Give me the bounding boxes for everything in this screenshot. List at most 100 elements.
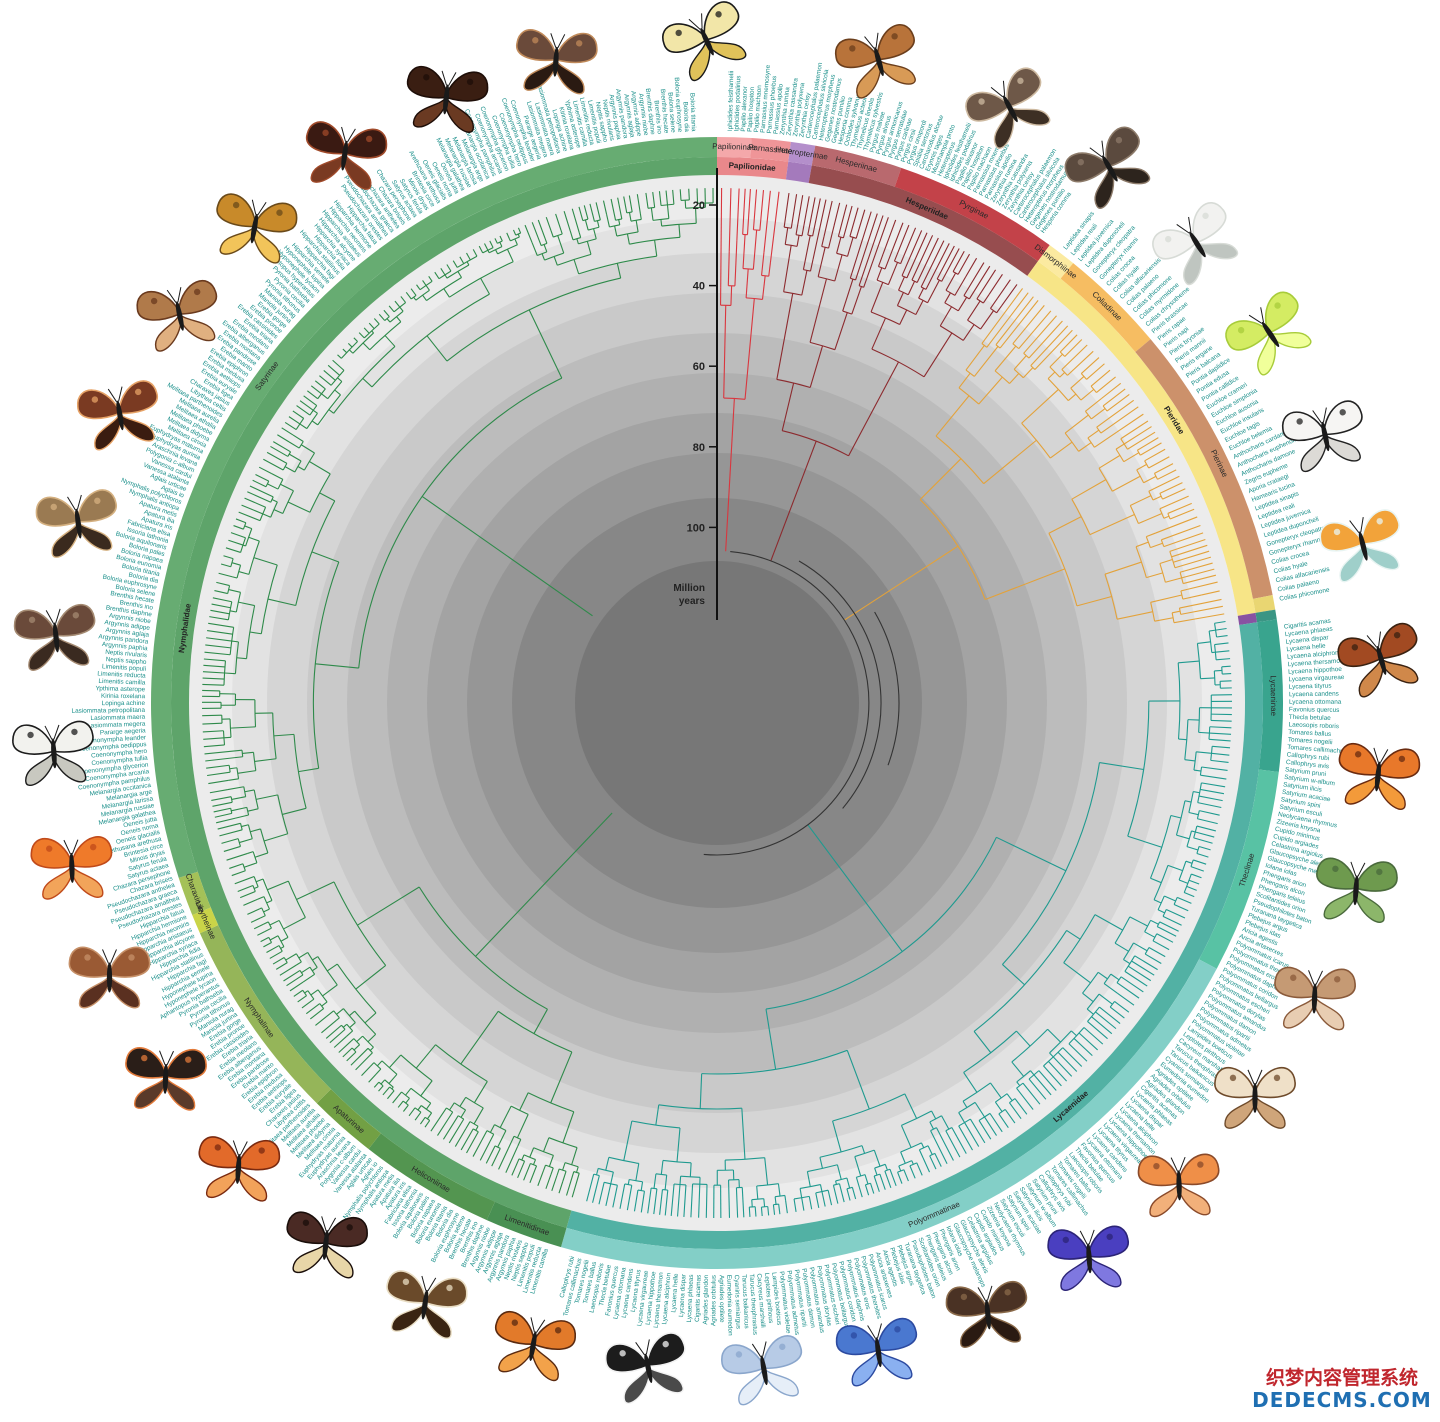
species-label: Lycaena tityrus [1289, 683, 1332, 691]
forewing-right [53, 603, 96, 637]
axis-title: Million [673, 583, 705, 594]
species-label: Kirinia roxelana [101, 693, 146, 701]
wing-spot [128, 954, 134, 960]
butterfly-photo [1335, 742, 1421, 810]
branch-line [761, 1207, 762, 1216]
forewing-left [719, 1341, 764, 1377]
forewing-left [34, 494, 78, 529]
branch-line [680, 1176, 681, 1184]
butterfly-photo [1273, 967, 1355, 1030]
species-label: Lasiommata petropolitana [71, 707, 145, 715]
forewing-left [12, 723, 54, 755]
forewing-left [494, 1310, 539, 1346]
butterfly-photo [1047, 1225, 1131, 1291]
axis-tick-label: 60 [693, 361, 705, 373]
forewing-right [74, 488, 118, 523]
species-label: Lopinga achine [102, 700, 146, 707]
forewing-left [1280, 407, 1325, 444]
forewing-left [385, 1269, 429, 1304]
branch-line [785, 1195, 786, 1200]
butterfly-photo [961, 63, 1060, 154]
forewing-right [446, 70, 489, 104]
forewing-right [533, 1317, 578, 1353]
butterfly-photo [1314, 857, 1398, 923]
watermark-line-2: DEDECMS.COM [1252, 1389, 1432, 1411]
hindwing-right [236, 1167, 268, 1201]
body [1252, 1083, 1257, 1113]
branch-line [1222, 674, 1231, 675]
butterfly-photo [12, 721, 96, 787]
hindwing-left [42, 866, 73, 899]
species-label: Agriades orbitulus [710, 1275, 717, 1326]
forewing-right [166, 1049, 207, 1080]
hindwing-left [524, 58, 556, 92]
forewing-right [759, 1334, 804, 1370]
axis-tick-label: 80 [693, 442, 705, 454]
butterfly-photo [1138, 1154, 1220, 1217]
hindwing-left [206, 1165, 238, 1199]
forewing-right [1087, 1225, 1129, 1257]
forewing-right [425, 1275, 469, 1310]
butterfly-photo [1335, 620, 1429, 700]
hindwing-right [554, 60, 586, 94]
butterfly-photo [1317, 507, 1409, 585]
branch-line [706, 1184, 707, 1217]
branch-line [752, 1200, 753, 1207]
hindwing-left [413, 94, 446, 129]
branch-line [202, 684, 224, 685]
species-label: Lycaena virgaureae [1288, 674, 1345, 683]
forewing-right [556, 32, 598, 64]
species-label: Ypthima asterope [95, 685, 145, 693]
butterfly-photo [283, 1211, 369, 1279]
hindwing-left [1324, 886, 1356, 920]
forewing-right [874, 1317, 918, 1352]
hindwing-left [79, 975, 109, 1007]
hindwing-right [878, 1346, 912, 1382]
forewing-left [198, 1136, 240, 1168]
butterfly-photo [75, 379, 165, 452]
forewing-left [945, 1285, 988, 1319]
branch-line [1211, 720, 1232, 721]
hindwing-left [293, 1240, 326, 1275]
butterfly-photo [31, 836, 113, 899]
butterfly-photo [832, 22, 926, 102]
watermark: 织梦内容管理系统 DEDECMS.COM [1252, 1367, 1432, 1411]
forewing-right [254, 199, 299, 235]
forewing-left [1316, 857, 1358, 889]
hindwing-left [1345, 771, 1378, 806]
butterfly-photo [1060, 122, 1160, 214]
hindwing-left [135, 1076, 166, 1109]
hindwing-right [109, 975, 139, 1007]
hindwing-right [1089, 1254, 1121, 1288]
hindwing-left [391, 1299, 425, 1335]
branch-line [1222, 666, 1231, 667]
species-label: Lasiommata maera [90, 714, 145, 722]
body [107, 962, 112, 992]
species-label: Eumedonia eumedon [725, 1275, 733, 1336]
butterfly-photo [834, 1317, 922, 1388]
forewing-left [1138, 1155, 1179, 1186]
butterfly-photo [196, 1136, 280, 1202]
hindwing-left [1225, 1096, 1255, 1128]
forewing-right [115, 379, 160, 415]
hindwing-left [1059, 1256, 1091, 1290]
hindwing-left [24, 751, 56, 785]
butterfly-photo [13, 603, 99, 671]
branch-line [685, 200, 686, 208]
branch-line [731, 286, 732, 306]
forewing-right [326, 1215, 369, 1249]
subfamily-label: Lycaeninae [1269, 675, 1279, 716]
forewing-left [305, 120, 349, 155]
forewing-left [215, 192, 260, 228]
butterfly-photo [69, 947, 149, 1007]
species-label: Lycaena ottomana [1289, 699, 1342, 706]
axis-title: years [679, 596, 706, 607]
hindwing-right [1255, 1096, 1285, 1128]
forewing-left [13, 608, 56, 642]
hindwing-left [1149, 1183, 1180, 1216]
species-label: Favonius quercus [1289, 706, 1340, 714]
hindwing-right [54, 749, 86, 783]
forewing-left [75, 386, 120, 422]
butterfly-photo [34, 488, 122, 559]
